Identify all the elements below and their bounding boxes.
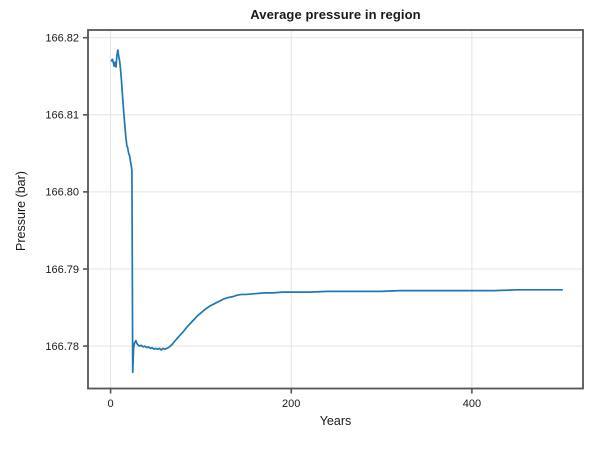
y-tick-label: 166.80 [45, 187, 79, 199]
x-tick-label: 200 [282, 398, 300, 410]
y-tick-label: 166.82 [45, 33, 79, 45]
y-tick-label: 166.79 [45, 264, 79, 276]
pressure-series-line [110, 49, 564, 374]
x-axis-label: Years [319, 414, 352, 428]
chart-title: Average pressure in region [250, 7, 421, 22]
y-tick-label: 166.78 [45, 341, 79, 353]
y-axis-label: Pressure (bar) [14, 171, 28, 251]
x-tick-label: 400 [463, 398, 481, 410]
x-tick-label: 0 [108, 398, 114, 410]
y-tick-label: 166.81 [45, 110, 79, 122]
axes-border [87, 29, 584, 390]
